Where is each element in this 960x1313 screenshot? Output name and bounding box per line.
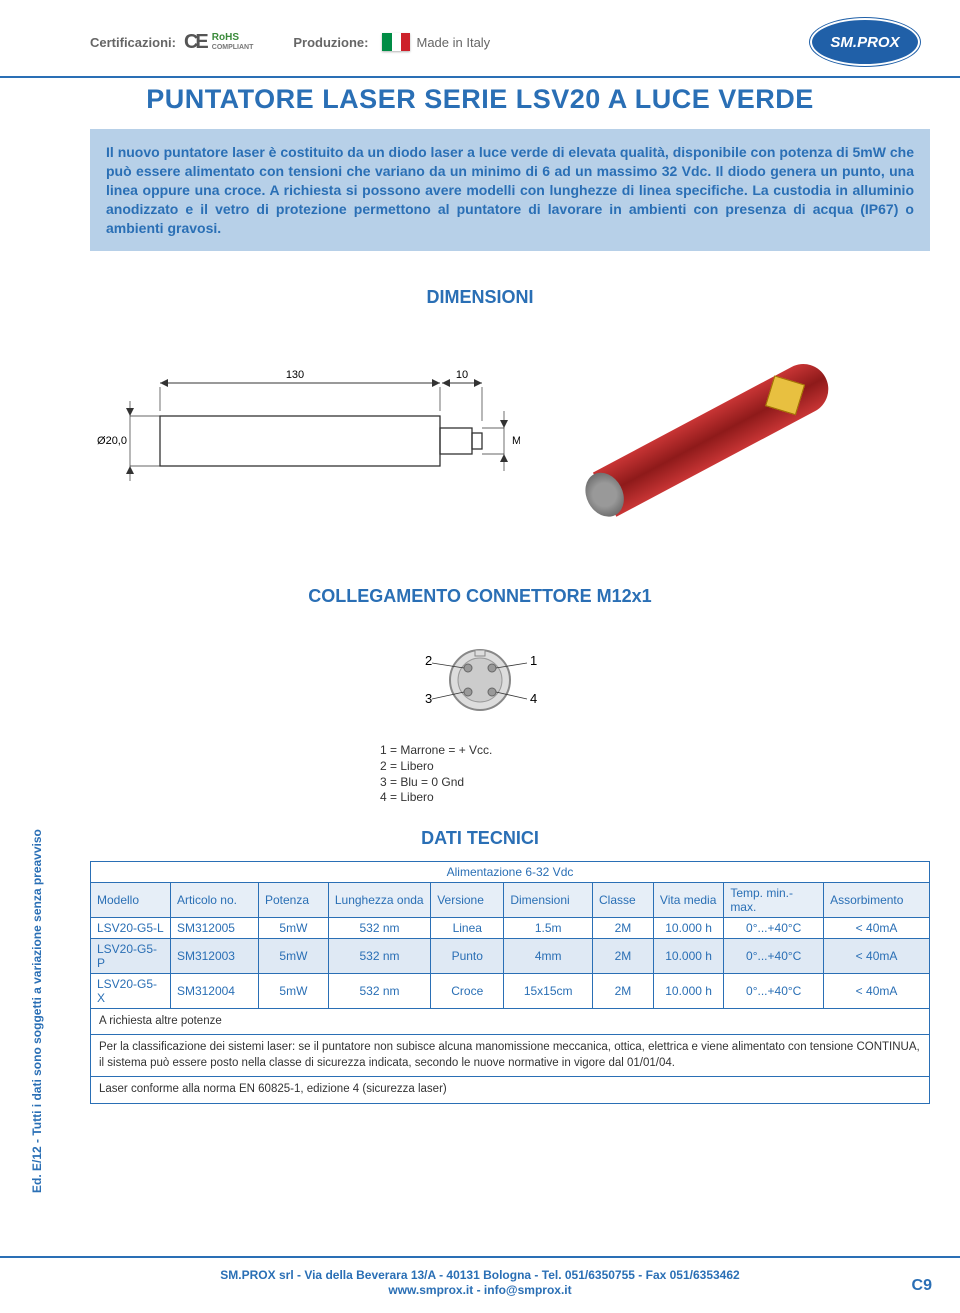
- hdr-class: Classe: [593, 882, 654, 917]
- svg-text:4: 4: [530, 691, 537, 706]
- product-render: [550, 336, 880, 536]
- rohs-icon: RoHS COMPLIANT: [212, 33, 254, 51]
- cell-wavelength: 532 nm: [328, 973, 430, 1008]
- cell-version: Punto: [431, 938, 504, 973]
- tech-table-wrap: Alimentazione 6-32 Vdc Modello Articolo …: [90, 861, 930, 1104]
- note-row-2: Per la classificazione dei sistemi laser…: [91, 1035, 930, 1077]
- cell-model: LSV20-G5-P: [91, 938, 171, 973]
- cell-dimensions: 4mm: [504, 938, 593, 973]
- note-row-1: A richiesta altre potenze: [91, 1008, 930, 1035]
- cell-dimensions: 1.5m: [504, 917, 593, 938]
- svg-text:1: 1: [530, 653, 537, 668]
- legend-4: 4 = Libero: [380, 790, 580, 806]
- table-row: LSV20-G5-LSM3120055mW532 nmLinea1.5m2M10…: [91, 917, 930, 938]
- cell-absorb: < 40mA: [824, 973, 930, 1008]
- dim-length: 130: [286, 369, 304, 381]
- cell-wavelength: 532 nm: [328, 917, 430, 938]
- rohs-subtext: COMPLIANT: [212, 44, 254, 51]
- page-number: C9: [912, 1277, 932, 1295]
- made-in-text: Made in Italy: [416, 35, 490, 50]
- cell-class: 2M: [593, 973, 654, 1008]
- cell-version: Croce: [431, 973, 504, 1008]
- cell-power: 5mW: [258, 938, 328, 973]
- side-disclaimer: Ed. E/12 - Tutti i dati sono soggetti a …: [30, 829, 44, 1193]
- hdr-life: Vita media: [653, 882, 723, 917]
- connector-diagram: 2 1 3 4: [370, 635, 590, 725]
- cell-dimensions: 15x15cm: [504, 973, 593, 1008]
- laser-body-icon: [593, 356, 837, 518]
- dim-diameter: Ø20,0: [97, 435, 127, 447]
- page-title: PUNTATORE LASER SERIE LSV20 A LUCE VERDE: [0, 84, 960, 115]
- hdr-version: Versione: [431, 882, 504, 917]
- footer: SM.PROX srl - Via della Beverara 13/A - …: [0, 1256, 960, 1313]
- cell-absorb: < 40mA: [824, 938, 930, 973]
- cell-article: SM312004: [170, 973, 258, 1008]
- prod-label: Produzione:: [293, 35, 368, 50]
- cell-class: 2M: [593, 917, 654, 938]
- legend-3: 3 = Blu = 0 Gnd: [380, 775, 580, 791]
- cell-model: LSV20-G5-X: [91, 973, 171, 1008]
- section-connector: COLLEGAMENTO CONNETTORE M12x1: [0, 586, 960, 607]
- cell-model: LSV20-G5-L: [91, 917, 171, 938]
- cell-article: SM312003: [170, 938, 258, 973]
- section-dimensions: DIMENSIONI: [0, 287, 960, 308]
- hdr-article: Articolo no.: [170, 882, 258, 917]
- italy-flag-icon: [382, 33, 410, 51]
- cell-power: 5mW: [258, 917, 328, 938]
- dim-thread: M12x1: [512, 435, 520, 447]
- cell-life: 10.000 h: [653, 973, 723, 1008]
- tech-table: Alimentazione 6-32 Vdc Modello Articolo …: [90, 861, 930, 1104]
- hdr-model: Modello: [91, 882, 171, 917]
- hdr-wavelength: Lunghezza onda: [328, 882, 430, 917]
- note3: Laser conforme alla norma EN 60825-1, ed…: [91, 1077, 930, 1104]
- pin-legend: 1 = Marrone = + Vcc. 2 = Libero 3 = Blu …: [380, 743, 580, 805]
- cert-label: Certificazioni:: [90, 35, 176, 50]
- cell-life: 10.000 h: [653, 917, 723, 938]
- header-rule: [0, 76, 960, 78]
- table-row: LSV20-G5-XSM3120045mW532 nmCroce15x15cm2…: [91, 973, 930, 1008]
- hdr-temp: Temp. min.-max.: [724, 882, 824, 917]
- brand-logo: SM.PROX: [810, 18, 920, 66]
- connector-section: 2 1 3 4 1 = Marrone = + Vcc. 2 = Libero …: [0, 635, 960, 805]
- dimension-diagram: 130 10 Ø20,0: [90, 361, 520, 511]
- cell-wavelength: 532 nm: [328, 938, 430, 973]
- cell-absorb: < 40mA: [824, 917, 930, 938]
- hdr-dimensions: Dimensioni: [504, 882, 593, 917]
- dim-conn-len: 10: [456, 369, 468, 381]
- cell-version: Linea: [431, 917, 504, 938]
- ce-icon: CE: [184, 31, 206, 54]
- cell-class: 2M: [593, 938, 654, 973]
- cert-icons: CE RoHS COMPLIANT: [184, 31, 253, 54]
- cell-life: 10.000 h: [653, 938, 723, 973]
- header: Certificazioni: CE RoHS COMPLIANT Produz…: [0, 0, 960, 76]
- power-supply-row: Alimentazione 6-32 Vdc: [91, 861, 930, 882]
- table-header-row: Modello Articolo no. Potenza Lunghezza o…: [91, 882, 930, 917]
- section-tech: DATI TECNICI: [0, 828, 960, 849]
- cell-temp: 0°...+40°C: [724, 938, 824, 973]
- laser-warning-icon: [765, 376, 805, 416]
- rohs-text: RoHS: [212, 32, 239, 43]
- legend-1: 1 = Marrone = + Vcc.: [380, 743, 580, 759]
- note1: A richiesta altre potenze: [91, 1008, 930, 1035]
- power-supply: Alimentazione 6-32 Vdc: [91, 861, 930, 882]
- note-row-3: Laser conforme alla norma EN 60825-1, ed…: [91, 1077, 930, 1104]
- hdr-power: Potenza: [258, 882, 328, 917]
- legend-2: 2 = Libero: [380, 759, 580, 775]
- hdr-absorb: Assorbimento: [824, 882, 930, 917]
- footer-line1: SM.PROX srl - Via della Beverara 13/A - …: [30, 1268, 930, 1284]
- svg-text:3: 3: [425, 691, 432, 706]
- table-row: LSV20-G5-PSM3120035mW532 nmPunto4mm2M10.…: [91, 938, 930, 973]
- cell-temp: 0°...+40°C: [724, 917, 824, 938]
- note2: Per la classificazione dei sistemi laser…: [91, 1035, 930, 1077]
- cell-temp: 0°...+40°C: [724, 973, 824, 1008]
- cell-article: SM312005: [170, 917, 258, 938]
- dimensions-row: 130 10 Ø20,0: [90, 336, 920, 536]
- footer-line2: www.smprox.it - info@smprox.it: [30, 1283, 930, 1299]
- svg-text:2: 2: [425, 653, 432, 668]
- cell-power: 5mW: [258, 973, 328, 1008]
- intro-description: Il nuovo puntatore laser è costituito da…: [90, 129, 930, 251]
